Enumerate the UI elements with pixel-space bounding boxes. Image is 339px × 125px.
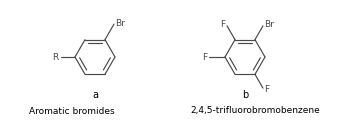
Text: F: F xyxy=(264,85,269,94)
Text: Br: Br xyxy=(264,20,274,29)
Text: a: a xyxy=(92,90,98,100)
Text: R: R xyxy=(52,52,58,62)
Text: 2,4,5-trifluorobromobenzene: 2,4,5-trifluorobromobenzene xyxy=(190,106,320,116)
Text: Br: Br xyxy=(115,19,125,28)
Text: F: F xyxy=(202,52,207,62)
Text: b: b xyxy=(242,90,248,100)
Text: F: F xyxy=(220,20,225,29)
Text: Aromatic bromides: Aromatic bromides xyxy=(29,106,115,116)
